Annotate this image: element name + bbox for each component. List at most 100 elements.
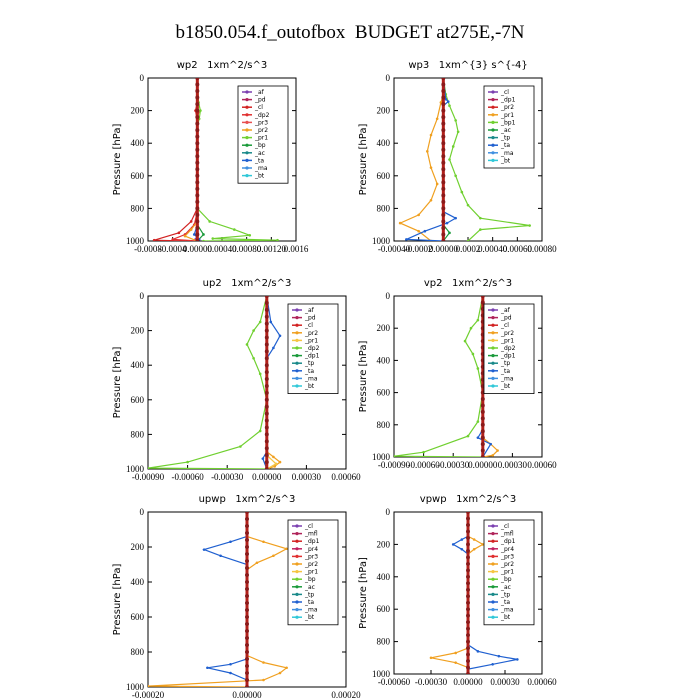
legend-label: _af <box>304 307 315 314</box>
y-axis-label: Pressure [hPa] <box>358 124 369 196</box>
reference-point <box>195 239 200 241</box>
reference-point <box>441 173 446 178</box>
x-tick-label: -0.0004 <box>159 244 187 254</box>
legend-marker <box>295 308 299 312</box>
y-tick-label: 800 <box>377 420 391 430</box>
series-point <box>189 228 193 231</box>
reference-point <box>264 453 269 458</box>
legend-marker <box>245 174 249 178</box>
series-point <box>429 656 433 660</box>
legend-marker <box>491 570 495 574</box>
reference-point <box>245 636 249 640</box>
legend-label: _pr2 <box>500 330 514 337</box>
series-point <box>445 221 449 225</box>
series-point <box>211 237 215 240</box>
reference-point <box>441 167 446 172</box>
series-point <box>273 465 277 468</box>
legend-label: _tp <box>304 591 314 598</box>
legend-marker <box>491 562 495 566</box>
series-point <box>471 352 475 356</box>
y-tick-label: 200 <box>131 542 145 552</box>
series-line-pr1 <box>398 78 444 241</box>
reference-point <box>195 121 200 126</box>
legend-label: _pr2 <box>254 127 268 134</box>
series-point <box>274 462 278 466</box>
legend-marker <box>491 547 495 551</box>
series-point <box>439 101 443 104</box>
legend-marker <box>245 120 249 124</box>
reference-point <box>441 193 446 198</box>
legend-marker <box>295 338 299 342</box>
series-line-pr2 <box>183 78 198 241</box>
legend-label: _bp <box>254 142 266 149</box>
reference-point <box>264 335 269 340</box>
legend-label: _dp1 <box>304 353 320 360</box>
panel-title: up2 1xm^2/s^3 <box>203 278 292 289</box>
series-point <box>239 445 242 448</box>
reference-point <box>264 363 269 368</box>
legend-marker <box>491 615 495 619</box>
reference-point <box>245 615 249 619</box>
y-tick-label: 1000 <box>126 236 145 246</box>
y-tick-label: 800 <box>131 647 145 657</box>
legend-marker <box>491 585 495 589</box>
x-tick-label: 0.00030 <box>292 472 322 482</box>
x-tick-label: 0.00060 <box>527 460 557 470</box>
legend-marker <box>491 323 495 327</box>
series-line-dp2 <box>148 296 268 469</box>
series-line-pr1 <box>196 78 278 241</box>
legend-marker <box>295 354 299 358</box>
legend-marker <box>491 361 495 365</box>
legend-marker <box>491 376 495 380</box>
panel-3: up2 1xm^2/s^3 Pressure [hPa] 0 200 400 600 800… <box>112 278 361 482</box>
reference-point <box>195 141 200 146</box>
legend-marker <box>491 98 495 102</box>
y-tick-label: 600 <box>131 395 145 405</box>
series-point <box>206 666 209 670</box>
series-point <box>229 671 232 675</box>
y-tick-label: 400 <box>131 577 145 587</box>
legend-marker <box>491 608 495 612</box>
series-point <box>262 661 265 664</box>
reference-point <box>245 580 249 584</box>
series-point <box>429 198 433 202</box>
series-point <box>516 658 519 661</box>
reference-point <box>245 622 249 626</box>
y-axis-label: Pressure [hPa] <box>112 564 123 636</box>
series-point <box>466 239 470 241</box>
series-point <box>272 346 275 350</box>
y-tick-label: 400 <box>377 138 391 148</box>
legend-marker <box>245 158 249 162</box>
y-tick-label: 0 <box>140 73 145 83</box>
series-point <box>148 684 150 687</box>
series-group <box>148 512 289 687</box>
reference-point <box>245 552 249 556</box>
series-point <box>466 434 470 438</box>
series-point <box>219 554 222 558</box>
reference-point <box>441 160 446 165</box>
series-line-ta <box>262 296 281 469</box>
legend-label: _ta <box>254 157 264 164</box>
series-point <box>454 119 457 122</box>
reference-point <box>195 206 200 211</box>
panel-4: vp2 1xm^2/s^3 Pressure [hPa] 0 200 400 600 800… <box>358 278 557 470</box>
reference-point <box>441 141 446 146</box>
series-point <box>252 356 255 360</box>
x-tick-label: -0.00090 <box>132 472 165 482</box>
series-point <box>285 666 288 670</box>
reference-point <box>441 225 446 230</box>
panel-title: vp2 1xm^2/s^3 <box>424 278 512 289</box>
panel-6: vpwp 1xm^2/s^3 Pressure [hPa] 0 200 400 600 80… <box>358 494 557 687</box>
reference-point <box>466 581 470 586</box>
series-point <box>233 228 236 231</box>
legend-label: _mfl <box>304 531 318 538</box>
legend-label: _pr4 <box>500 546 514 553</box>
y-tick-label: 200 <box>377 323 391 333</box>
series-point <box>262 678 265 682</box>
y-tick-label: 600 <box>377 604 391 614</box>
reference-point <box>441 219 446 224</box>
reference-point <box>245 650 249 654</box>
series-point <box>454 174 457 178</box>
reference-point <box>441 199 446 204</box>
series-point <box>448 158 451 161</box>
